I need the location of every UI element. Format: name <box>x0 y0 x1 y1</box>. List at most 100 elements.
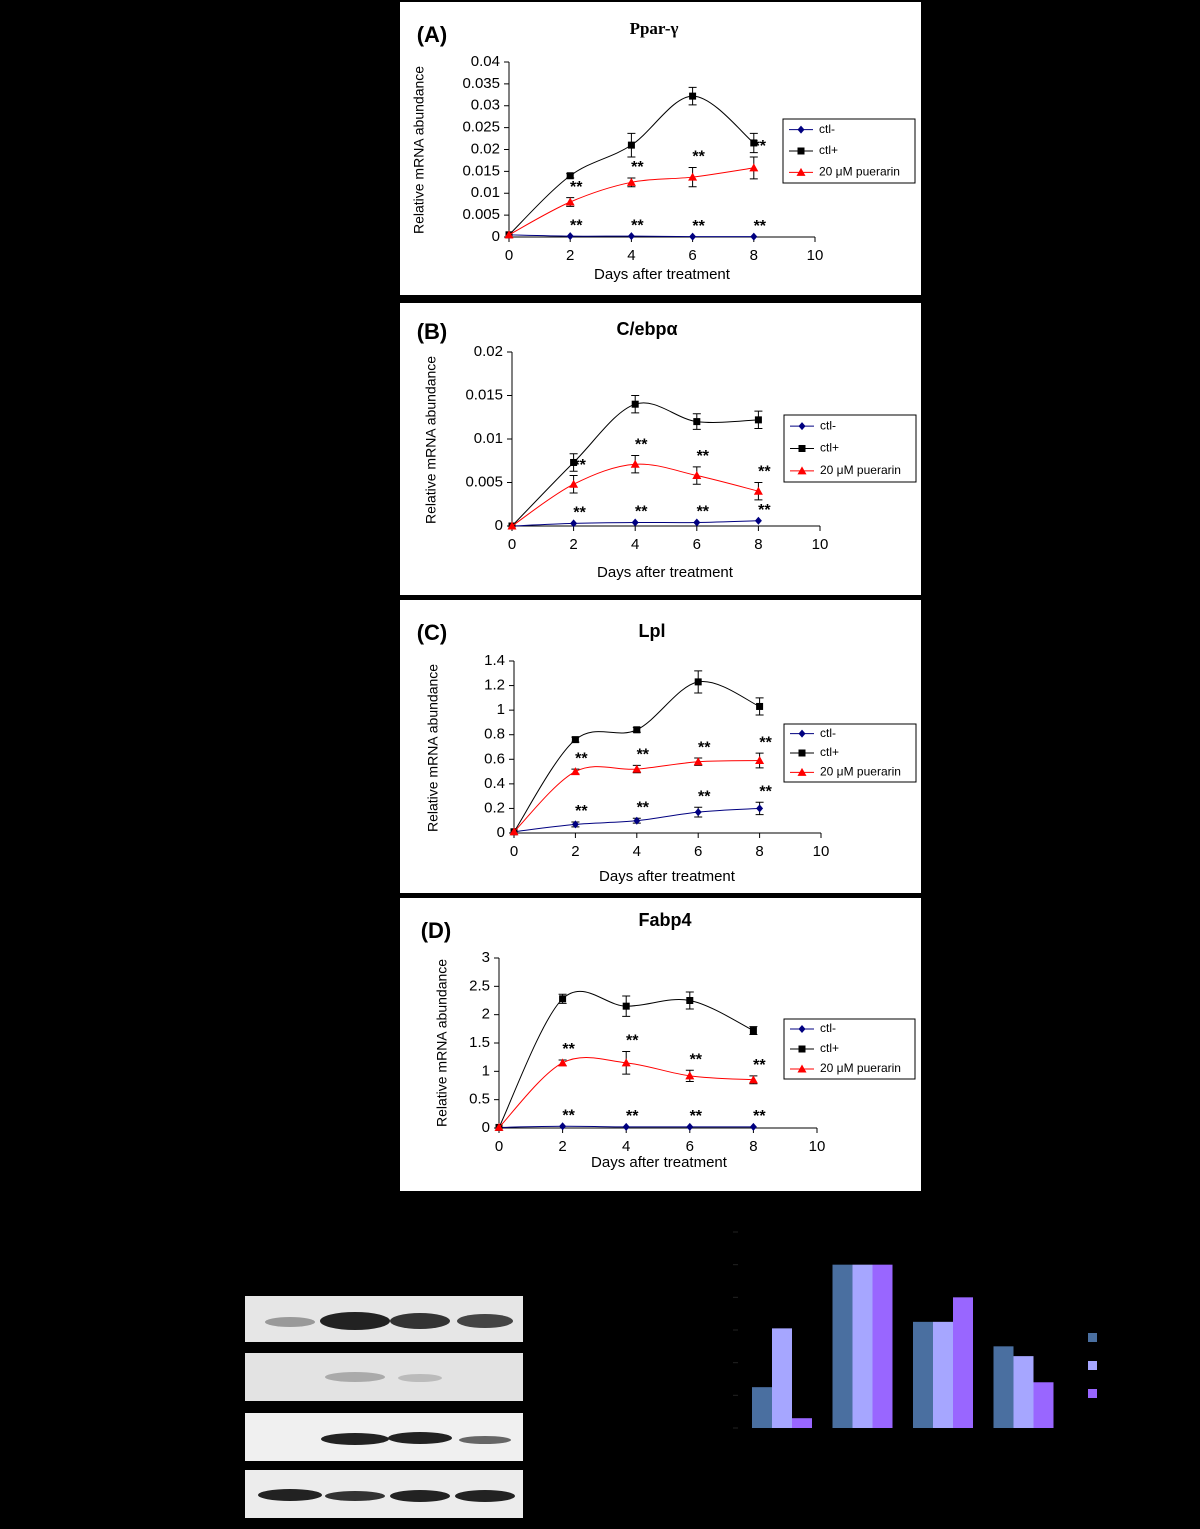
legend-label: ctl- <box>820 726 836 740</box>
significance-label: ** <box>690 1051 703 1068</box>
marker <box>566 232 574 241</box>
marker <box>630 459 640 468</box>
panel-label: (B) <box>417 319 448 344</box>
y-tick-label: 0.035 <box>462 75 500 92</box>
x-axis-label: Days after treatment <box>599 868 736 885</box>
significance-label: ** <box>573 505 586 522</box>
band <box>320 1312 390 1330</box>
marker <box>559 1122 567 1131</box>
y-tick-label: 1.5 <box>469 1034 490 1051</box>
marker <box>627 232 635 241</box>
x-tick-label: 0 <box>505 247 513 264</box>
x-tick-label: 0 <box>510 843 518 860</box>
marker <box>633 726 641 734</box>
marker <box>796 167 806 176</box>
marker <box>689 92 697 100</box>
x-tick-label: 10 <box>812 536 829 553</box>
x-tick-label: 6 <box>694 843 702 860</box>
x-tick-label: 2 <box>558 1138 566 1155</box>
marker <box>694 808 702 817</box>
marker <box>694 678 702 686</box>
panel-label: (A) <box>417 22 448 47</box>
y-tick-label: 0.005 <box>465 473 503 490</box>
marker <box>494 1122 504 1131</box>
y-tick-label: 2 <box>722 1355 729 1369</box>
marker <box>798 422 806 431</box>
marker <box>621 1058 631 1067</box>
x-tick-label: 10 <box>809 1138 826 1155</box>
marker <box>797 767 807 776</box>
y-tick-label: 0.025 <box>462 119 500 136</box>
panel-label: (D) <box>421 918 452 943</box>
y-tick-label: 0.015 <box>465 386 503 403</box>
marker <box>689 232 697 241</box>
legend-label: ctl+ <box>820 441 839 455</box>
x-tick-label: 10 <box>813 843 830 860</box>
x-tick-label: 4 <box>627 247 635 264</box>
significance-label: ** <box>692 149 705 166</box>
bar <box>993 1346 1014 1428</box>
bar <box>852 1264 873 1428</box>
marker <box>688 172 698 181</box>
significance-label: ** <box>570 179 583 196</box>
x-tick-label: 0 <box>508 536 516 553</box>
significance-label: ** <box>758 502 771 519</box>
y-tick-label: 2 <box>482 1006 490 1023</box>
y-tick-label: 0.6 <box>484 750 505 767</box>
significance-label: ** <box>754 218 767 235</box>
band <box>325 1491 385 1501</box>
band <box>258 1489 322 1501</box>
marker <box>686 1122 694 1131</box>
marker <box>693 418 701 426</box>
marker <box>797 466 807 475</box>
y-tick-label: 0.2 <box>484 799 505 816</box>
series-line <box>513 760 760 833</box>
marker <box>626 177 636 186</box>
marker <box>686 997 694 1004</box>
y-axis-label: Relative mRNA abundance <box>423 356 439 524</box>
marker <box>754 516 762 525</box>
significance-label: ** <box>692 218 705 235</box>
marker <box>693 757 703 766</box>
significance-label: ** <box>631 217 644 234</box>
legend-label: ctl+ <box>820 1041 839 1055</box>
series-line <box>498 990 754 1128</box>
y-tick-label: 1.4 <box>484 652 505 669</box>
band <box>390 1490 450 1502</box>
bar <box>772 1328 792 1428</box>
line-chart: (D) Fabp4 Relative mRNA abundance Days afte… <box>400 898 921 1191</box>
legend-label: ctl+ <box>819 143 838 157</box>
x-tick-label: 6 <box>688 247 696 264</box>
x-tick-label: 4 <box>631 536 639 553</box>
bar <box>953 1297 973 1428</box>
bar <box>752 1387 772 1428</box>
marker <box>756 804 764 813</box>
marker <box>632 764 642 773</box>
y-tick-label: 0.01 <box>474 430 503 447</box>
marker <box>565 197 575 206</box>
band <box>459 1436 511 1444</box>
marker <box>570 767 580 776</box>
western-blot <box>245 1296 523 1518</box>
x-axis-label: Days after treatment <box>594 266 731 283</box>
marker <box>571 736 579 744</box>
band <box>325 1372 385 1382</box>
marker <box>685 1071 695 1080</box>
significance-label: ** <box>575 803 588 820</box>
x-tick-label: 8 <box>749 1138 757 1155</box>
bar <box>792 1418 812 1428</box>
x-tick-label: 2 <box>571 843 579 860</box>
x-tick-label: 6 <box>686 1138 694 1155</box>
marker <box>559 995 567 1003</box>
legend-swatch <box>1088 1333 1097 1342</box>
chart-title: Ppar-γ <box>630 19 679 38</box>
x-axis-label: Days after treatment <box>597 564 734 581</box>
marker <box>798 1025 806 1033</box>
significance-label: ** <box>698 788 711 805</box>
y-tick-label: 0 <box>482 1119 490 1136</box>
marker <box>754 416 762 424</box>
x-tick-label: 4 <box>622 1138 630 1155</box>
band <box>455 1490 515 1502</box>
